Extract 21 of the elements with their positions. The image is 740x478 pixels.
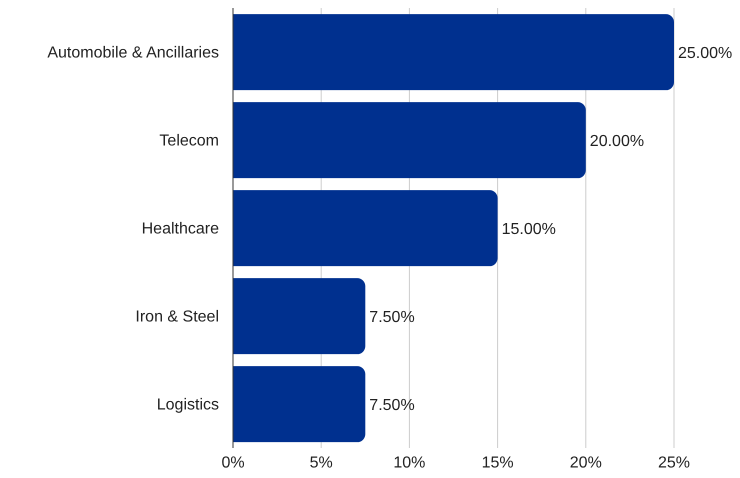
x-tick-label: 15% [482,454,514,472]
y-tick-label: Logistics [156,396,219,414]
bar [233,366,366,442]
y-tick-label: Automobile & Ancillaries [47,44,219,62]
y-tick-label: Healthcare [142,220,220,238]
x-tick-label: 10% [393,454,426,472]
bar [233,190,498,266]
y-tick-label: Telecom [159,132,219,150]
data-label: 7.50% [369,396,415,414]
bar [233,278,366,354]
data-label: 15.00% [502,220,556,238]
data-label: 25.00% [678,44,732,62]
bar [233,14,674,90]
x-tick-label: 5% [310,454,333,472]
data-label: 20.00% [590,132,644,150]
y-tick-label: Iron & Steel [135,308,219,326]
x-tick-label: 25% [658,454,690,472]
x-tick-label: 0% [221,454,245,472]
x-tick-label: 20% [570,454,602,472]
bar [233,102,586,178]
data-label: 7.50% [369,308,415,326]
